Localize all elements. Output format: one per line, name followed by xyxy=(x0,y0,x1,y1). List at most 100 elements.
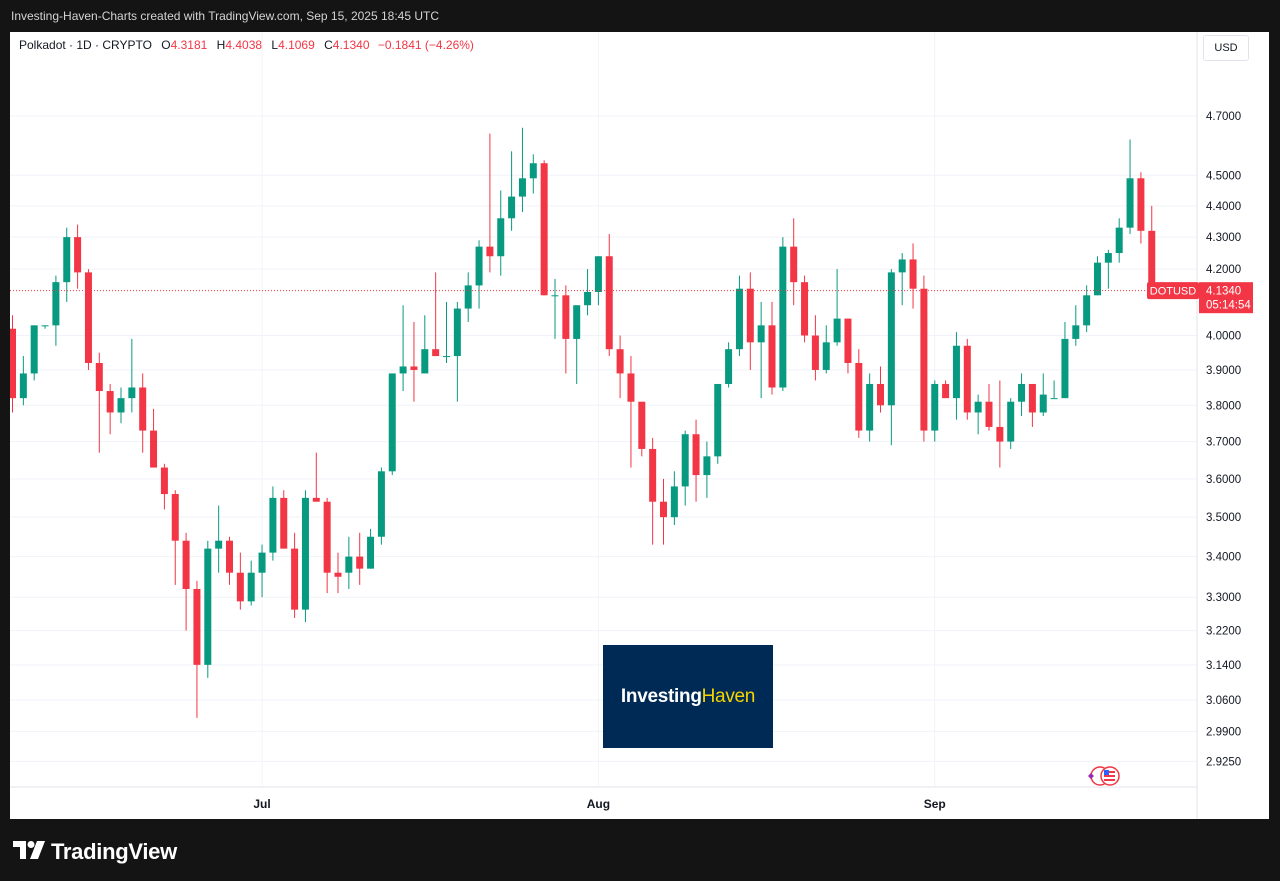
candle-body xyxy=(638,401,646,449)
candle xyxy=(269,486,277,561)
candle-body xyxy=(529,163,537,179)
candle-body xyxy=(19,373,27,399)
candle-body xyxy=(931,383,939,431)
candle xyxy=(887,269,895,446)
candle-body xyxy=(334,572,342,577)
candle-body xyxy=(377,471,385,537)
candle-body xyxy=(1072,325,1080,339)
price-tick-label: 4.7000 xyxy=(1206,111,1241,123)
candle-body xyxy=(855,362,863,431)
candle-body xyxy=(63,237,71,283)
candle-body xyxy=(594,256,602,292)
candle xyxy=(1007,398,1015,449)
candle-body xyxy=(204,548,212,665)
candle xyxy=(681,430,689,506)
candle xyxy=(855,349,863,438)
candle xyxy=(160,463,168,510)
open-label: O xyxy=(161,38,171,52)
candle xyxy=(475,240,483,309)
candle-body xyxy=(84,272,92,363)
candle-body xyxy=(388,373,396,472)
symbol-label[interactable]: Polkadot · 1D · CRYPTO xyxy=(19,38,152,52)
flags-icon[interactable] xyxy=(1088,766,1120,786)
candle xyxy=(974,394,982,435)
candle xyxy=(584,269,592,316)
chart-panel[interactable]: 4.7000 4.5000 4.4000 4.3000 4.2000 4.0000 3.90… xyxy=(10,32,1269,819)
candle-body xyxy=(1018,383,1026,402)
price-tick-label: 3.4000 xyxy=(1206,552,1241,564)
candle-body xyxy=(1148,230,1156,292)
candle-body xyxy=(74,237,82,273)
price-tick-label: 4.3000 xyxy=(1206,232,1241,244)
candle-body xyxy=(790,246,798,283)
candle xyxy=(258,544,266,598)
logo-text: InvestingHaven xyxy=(603,645,773,748)
candle-body xyxy=(497,218,505,257)
price-tick-label: 3.0600 xyxy=(1206,695,1241,707)
ohlc-legend[interactable]: Polkadot · 1D · CRYPTO O4.3181 H4.4038 L… xyxy=(19,38,474,52)
tradingview-footer-logo[interactable]: TradingView xyxy=(13,836,177,866)
candle-body xyxy=(898,259,906,273)
candle xyxy=(877,366,884,413)
candle-body xyxy=(399,366,407,374)
candle xyxy=(594,256,602,306)
last-price-text: 4.1340 xyxy=(1206,286,1241,298)
candle-body xyxy=(725,349,733,384)
candle-body xyxy=(670,486,678,518)
candlestick-chart[interactable]: 4.7000 4.5000 4.4000 4.3000 4.2000 4.0000 3.90… xyxy=(10,32,1269,819)
candle xyxy=(74,224,82,289)
last-price-tag xyxy=(1199,282,1253,314)
candle-body xyxy=(160,467,168,495)
candle-body xyxy=(540,163,548,296)
candle xyxy=(638,401,646,457)
candle xyxy=(735,275,743,357)
candle-body xyxy=(171,494,179,541)
currency-button[interactable]: USD xyxy=(1203,35,1249,61)
candle-body xyxy=(735,288,743,350)
candle xyxy=(529,154,537,194)
candle xyxy=(150,408,158,468)
time-axis[interactable]: Jul Aug Sep xyxy=(253,797,945,811)
candle xyxy=(1115,218,1123,263)
price-tick-label: 2.9250 xyxy=(1206,756,1241,768)
price-tick-label: 3.7000 xyxy=(1206,437,1241,449)
candle-body xyxy=(757,325,765,343)
candle xyxy=(573,305,581,384)
candle-body xyxy=(660,501,667,518)
candle-body xyxy=(30,325,38,374)
candle-body xyxy=(367,536,375,569)
candle-body xyxy=(1137,178,1145,231)
candle xyxy=(920,275,928,442)
candle xyxy=(171,490,179,585)
tradingview-wordmark: TradingView xyxy=(51,839,177,865)
candle-body xyxy=(475,246,483,286)
price-tick-label: 4.4000 xyxy=(1206,201,1241,213)
candle-body xyxy=(551,295,559,297)
candle xyxy=(301,490,309,623)
candle-body xyxy=(193,588,201,665)
candle-body xyxy=(117,398,125,413)
symbol-tag-text: DOTUSD xyxy=(1150,286,1197,298)
candle xyxy=(898,253,906,306)
candle xyxy=(551,278,559,339)
candle-body xyxy=(844,318,852,363)
candle xyxy=(182,532,190,631)
candle-body xyxy=(518,178,526,197)
candle xyxy=(1050,380,1058,400)
price-tick-label: 4.2000 xyxy=(1206,264,1241,276)
candle-body xyxy=(649,448,657,502)
price-axis[interactable]: 4.7000 4.5000 4.4000 4.3000 4.2000 4.0000 3.90… xyxy=(1206,111,1241,768)
candle-body xyxy=(1039,394,1047,413)
candle-body xyxy=(95,362,103,392)
candle xyxy=(1018,373,1026,417)
candle-body xyxy=(974,401,982,413)
candle-body xyxy=(996,426,1004,442)
candle xyxy=(931,380,939,442)
candle-body xyxy=(345,556,353,573)
candle-body xyxy=(356,556,364,569)
candle-body xyxy=(616,349,624,374)
candle xyxy=(725,342,733,388)
price-tick-label: 4.0000 xyxy=(1206,331,1241,343)
candle-body xyxy=(291,548,299,610)
candle-body xyxy=(866,383,874,431)
